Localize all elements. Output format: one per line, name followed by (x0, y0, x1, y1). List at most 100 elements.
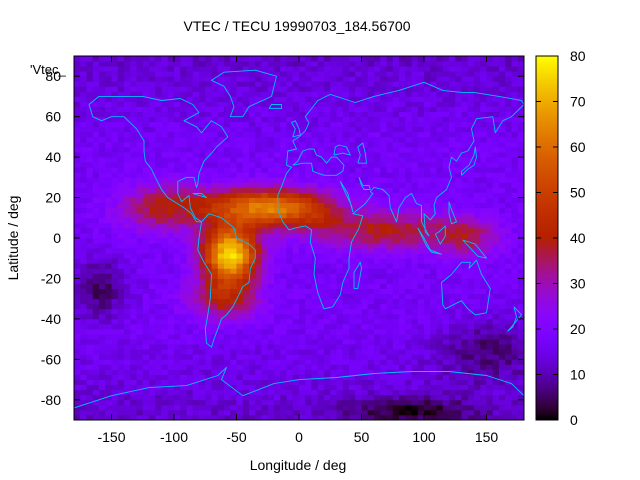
heat-cell (405, 212, 412, 219)
heat-cell (124, 131, 131, 138)
heat-cell (486, 243, 494, 249)
heat-cell (349, 136, 356, 143)
heat-cell (486, 106, 494, 113)
heat-cell (349, 217, 356, 224)
heat-cell (274, 227, 281, 234)
heat-cell (461, 409, 469, 416)
heat-cell (399, 329, 406, 335)
heat-cell (424, 404, 431, 411)
heat-cell (411, 217, 419, 224)
heat-cell (324, 298, 331, 305)
heat-cell (355, 318, 362, 325)
heat-cell (449, 116, 456, 123)
heat-cell (174, 56, 181, 62)
heat-cell (442, 227, 450, 234)
heat-cell (161, 243, 169, 249)
heat-cell (211, 232, 219, 239)
heat-cell (367, 207, 375, 214)
heat-cell (336, 384, 344, 391)
heat-cell (492, 369, 500, 375)
heat-cell (117, 253, 125, 259)
heat-cell (105, 394, 112, 401)
heat-cell (186, 268, 194, 274)
heat-cell (486, 152, 494, 158)
heat-cell (374, 354, 381, 360)
heat-cell (411, 86, 419, 92)
heat-cell (430, 222, 437, 229)
heat-cell (305, 222, 312, 229)
heat-cell (474, 303, 481, 310)
heat-cell (405, 111, 412, 118)
heat-cell (180, 136, 187, 143)
heat-cell (80, 121, 87, 128)
heat-cell (255, 227, 262, 234)
heat-cell (186, 379, 194, 386)
heat-cell (74, 369, 81, 375)
heat-cell (286, 298, 294, 305)
heat-cell (267, 414, 275, 421)
heat-cell (142, 238, 150, 244)
heat-cell (430, 263, 437, 269)
heat-cell (442, 313, 450, 320)
heat-cell (349, 248, 356, 254)
heat-cell (217, 278, 225, 284)
heat-cell (124, 121, 131, 128)
heat-cell (99, 141, 106, 148)
heat-cell (449, 217, 456, 224)
heat-cell (80, 197, 87, 204)
heat-cell (255, 278, 262, 284)
heat-cell (149, 354, 156, 360)
heat-cell (467, 298, 475, 305)
heat-cell (405, 71, 412, 77)
heat-cell (249, 177, 256, 183)
heat-cell (449, 334, 456, 340)
heat-cell (155, 359, 162, 365)
heat-cell (292, 61, 300, 67)
heat-cell (355, 349, 362, 355)
heat-cell (492, 177, 500, 183)
heat-cell (311, 318, 319, 325)
heat-cell (224, 106, 231, 113)
heat-cell (174, 263, 181, 269)
heat-cell (167, 61, 175, 67)
heat-cell (255, 182, 262, 188)
heat-cell (317, 329, 325, 335)
heat-cell (436, 66, 444, 72)
heat-cell (499, 268, 506, 274)
heat-cell (349, 152, 356, 158)
heat-cell (392, 389, 400, 396)
heat-cell (224, 227, 231, 234)
heat-cell (261, 121, 269, 128)
heat-cell (380, 253, 387, 259)
heat-cell (261, 56, 269, 62)
heat-cell (386, 187, 394, 193)
heat-cell (242, 414, 250, 421)
heat-cell (99, 359, 106, 365)
heat-cell (455, 152, 462, 158)
heat-cell (199, 227, 206, 234)
heat-cell (324, 344, 331, 350)
heat-cell (242, 152, 250, 158)
heat-cell (417, 278, 425, 284)
heat-cell (99, 258, 106, 264)
heat-cell (192, 329, 200, 335)
heat-cell (92, 177, 100, 183)
heat-cell (305, 66, 312, 72)
heat-cell (292, 66, 300, 72)
heat-cell (311, 197, 319, 204)
heat-cell (167, 399, 175, 406)
heat-cell (280, 222, 287, 229)
heat-cell (124, 243, 131, 249)
heat-cell (386, 96, 394, 102)
heat-cell (161, 157, 169, 163)
heat-cell (105, 61, 112, 67)
heat-cell (480, 369, 487, 375)
heat-cell (167, 323, 175, 330)
heat-cell (467, 177, 475, 183)
heat-cell (74, 116, 81, 123)
heat-cell (217, 329, 225, 335)
heat-cell (367, 364, 375, 370)
heat-cell (167, 91, 175, 97)
heat-cell (380, 409, 387, 416)
heat-cell (149, 379, 156, 386)
